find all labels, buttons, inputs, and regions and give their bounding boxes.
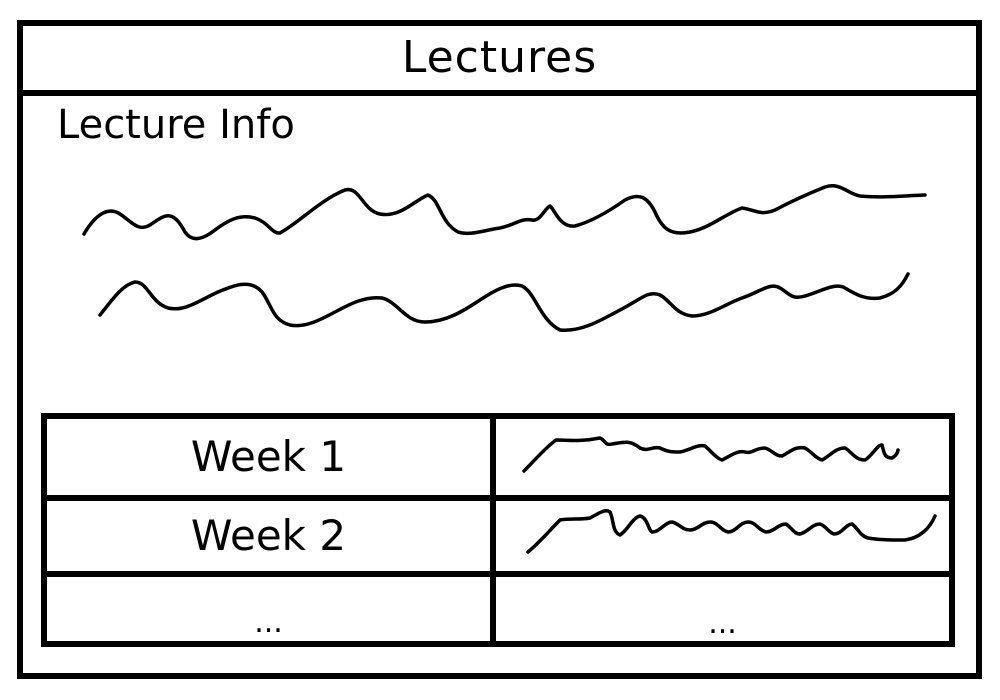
week-label-cell: Week 1 bbox=[47, 419, 496, 495]
lectures-panel: Lectures bbox=[17, 20, 982, 679]
page-title: Lectures bbox=[401, 32, 598, 83]
table-row[interactable]: Week 1 bbox=[47, 419, 949, 501]
week-detail-cell: ... bbox=[496, 577, 949, 641]
week-label-cell: Week 2 bbox=[47, 501, 496, 571]
week-label: Week 2 bbox=[190, 511, 347, 560]
week-label: Week 1 bbox=[190, 432, 347, 481]
more-weeks-ellipsis: ... bbox=[254, 605, 283, 640]
table-row[interactable]: ... ... bbox=[47, 577, 949, 641]
more-details-ellipsis: ... bbox=[708, 605, 737, 641]
week-detail-cell bbox=[496, 419, 949, 495]
week-label-cell: ... bbox=[47, 577, 496, 641]
lecture-info-heading: Lecture Info bbox=[57, 102, 295, 148]
table-row[interactable]: Week 2 bbox=[47, 501, 949, 577]
title-bar: Lectures bbox=[23, 26, 976, 96]
week-detail-cell bbox=[496, 501, 949, 571]
weeks-table: Week 1 Week 2 ... ... bbox=[41, 413, 955, 647]
